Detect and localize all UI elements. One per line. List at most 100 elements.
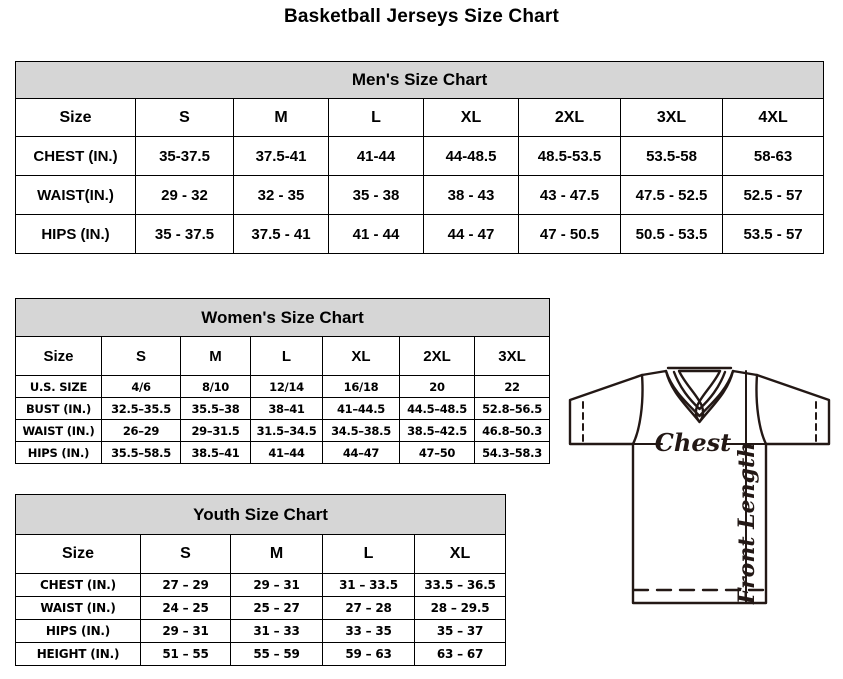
youth-cell: 33.5 – 36.5 (413, 573, 507, 597)
womens-cell: 38.5–41 (180, 441, 251, 464)
womens-size-table: Women's Size Chart Size S M L XL 2XL 3XL U.S. SI… (14, 298, 551, 464)
mens-row-label: HIPS (IN.) (15, 214, 136, 254)
mens-size-table: Men's Size Chart Size S M L XL 2XL 3XL 4XL CHEST … (14, 61, 825, 254)
womens-cell: 41–44.5 (322, 397, 400, 420)
mens-header-4xl: 4XL (721, 98, 825, 137)
womens-cell: 54.3–58.3 (473, 441, 551, 464)
table-row: U.S. SIZE 4/6 8/10 12/14 16/18 20 22 (15, 375, 551, 398)
youth-cell: 29 – 31 (230, 573, 323, 597)
youth-cell: 25 – 27 (230, 596, 323, 620)
table-row: WAIST(IN.) 29 - 32 32 - 35 35 - 38 38 - 43 43… (15, 175, 825, 215)
youth-cell: 55 – 59 (230, 642, 323, 666)
youth-chart-title: Youth Size Chart (14, 494, 507, 535)
womens-cell: 38–41 (250, 397, 323, 420)
mens-header-xl: XL (423, 98, 519, 137)
youth-size-table: Youth Size Chart Size S M L XL CHEST (IN.) 27 –… (14, 494, 507, 666)
womens-cell: 38.5–42.5 (399, 419, 475, 442)
jersey-measurement-diagram: Chest Front Length (556, 358, 843, 658)
womens-cell: 4/6 (101, 375, 181, 398)
womens-row-label: U.S. SIZE (15, 375, 102, 398)
table-row: HIPS (IN.) 35.5–58.5 38.5–41 41–44 44–47 47–5… (15, 441, 551, 464)
mens-header-l: L (328, 98, 424, 137)
mens-row-label: WAIST(IN.) (15, 175, 136, 215)
womens-cell: 46.8–50.3 (473, 419, 551, 442)
youth-header-xl: XL (413, 534, 507, 574)
youth-header-l: L (322, 534, 415, 574)
mens-cell: 41-44 (328, 136, 424, 176)
mens-cell: 35 - 38 (328, 175, 424, 215)
mens-header-size: Size (15, 98, 136, 137)
youth-row-label: HIPS (IN.) (15, 619, 141, 643)
mens-header-m: M (233, 98, 329, 137)
youth-cell: 31 – 33 (230, 619, 323, 643)
mens-cell: 44-48.5 (423, 136, 519, 176)
mens-cell: 53.5-58 (620, 136, 723, 176)
womens-cell: 20 (399, 375, 475, 398)
table-row: CHEST (IN.) 35-37.5 37.5-41 41-44 44-48.5 48.… (15, 136, 825, 176)
youth-header-s: S (140, 534, 231, 574)
womens-header-2xl: 2XL (399, 336, 475, 376)
mens-cell: 50.5 - 53.5 (620, 214, 723, 254)
mens-cell: 43 - 47.5 (518, 175, 621, 215)
womens-row-label: WAIST (IN.) (15, 419, 102, 442)
womens-cell: 35.5–38 (180, 397, 251, 420)
table-row: BUST (IN.) 32.5–35.5 35.5–38 38–41 41–44.5 44… (15, 397, 551, 420)
mens-cell: 29 - 32 (135, 175, 234, 215)
mens-cell: 37.5-41 (233, 136, 329, 176)
youth-cell: 31 – 33.5 (322, 573, 415, 597)
mens-header-row: Size S M L XL 2XL 3XL 4XL (15, 98, 825, 137)
womens-cell: 34.5–38.5 (322, 419, 400, 442)
womens-cell: 35.5–58.5 (101, 441, 181, 464)
womens-header-s: S (101, 336, 181, 376)
womens-cell: 44.5–48.5 (399, 397, 475, 420)
neck-band-outer (664, 369, 735, 418)
right-armhole-seam (755, 373, 768, 446)
mens-cell: 41 - 44 (328, 214, 424, 254)
mens-header-s: S (135, 98, 234, 137)
youth-header-m: M (230, 534, 323, 574)
youth-cell: 51 – 55 (140, 642, 231, 666)
youth-band-row: Youth Size Chart (14, 494, 507, 535)
womens-header-l: L (250, 336, 323, 376)
womens-cell: 8/10 (180, 375, 251, 398)
womens-cell: 41–44 (250, 441, 323, 464)
womens-cell: 47–50 (399, 441, 475, 464)
womens-chart-title: Women's Size Chart (14, 298, 551, 337)
womens-row-label: BUST (IN.) (15, 397, 102, 420)
youth-cell: 59 – 63 (322, 642, 415, 666)
youth-row-label: HEIGHT (IN.) (15, 642, 141, 666)
womens-cell: 32.5–35.5 (101, 397, 181, 420)
youth-cell: 24 – 25 (140, 596, 231, 620)
womens-cell: 22 (473, 375, 551, 398)
womens-cell: 29–31.5 (180, 419, 251, 442)
youth-cell: 35 – 37 (413, 619, 507, 643)
youth-row-label: WAIST (IN.) (15, 596, 141, 620)
youth-cell: 63 – 67 (413, 642, 507, 666)
table-row: WAIST (IN.) 24 – 25 25 – 27 27 – 28 28 – 29.… (15, 596, 507, 620)
mens-cell: 48.5-53.5 (518, 136, 621, 176)
youth-cell: 27 – 28 (322, 596, 415, 620)
mens-cell: 47.5 - 52.5 (620, 175, 723, 215)
womens-cell: 26–29 (101, 419, 181, 442)
youth-cell: 33 – 35 (322, 619, 415, 643)
womens-header-m: M (180, 336, 251, 376)
womens-cell: 16/18 (322, 375, 400, 398)
mens-cell: 37.5 - 41 (233, 214, 329, 254)
womens-row-label: HIPS (IN.) (15, 441, 102, 464)
mens-header-3xl: 3XL (620, 98, 723, 137)
left-armhole-seam (631, 373, 644, 446)
mens-cell: 44 - 47 (423, 214, 519, 254)
jersey-outline (568, 369, 831, 605)
mens-cell: 35 - 37.5 (135, 214, 234, 254)
mens-cell: 52.5 - 57 (721, 175, 825, 215)
youth-cell: 29 – 31 (140, 619, 231, 643)
mens-band-row: Men's Size Chart (14, 61, 825, 99)
youth-cell: 28 – 29.5 (413, 596, 507, 620)
mens-cell: 38 - 43 (423, 175, 519, 215)
womens-band-row: Women's Size Chart (14, 298, 551, 337)
womens-cell: 12/14 (250, 375, 323, 398)
womens-header-size: Size (15, 336, 102, 376)
page-title: Basketball Jerseys Size Chart (283, 6, 560, 27)
front-length-label: Front Length (734, 442, 760, 605)
womens-cell: 31.5–34.5 (250, 419, 323, 442)
